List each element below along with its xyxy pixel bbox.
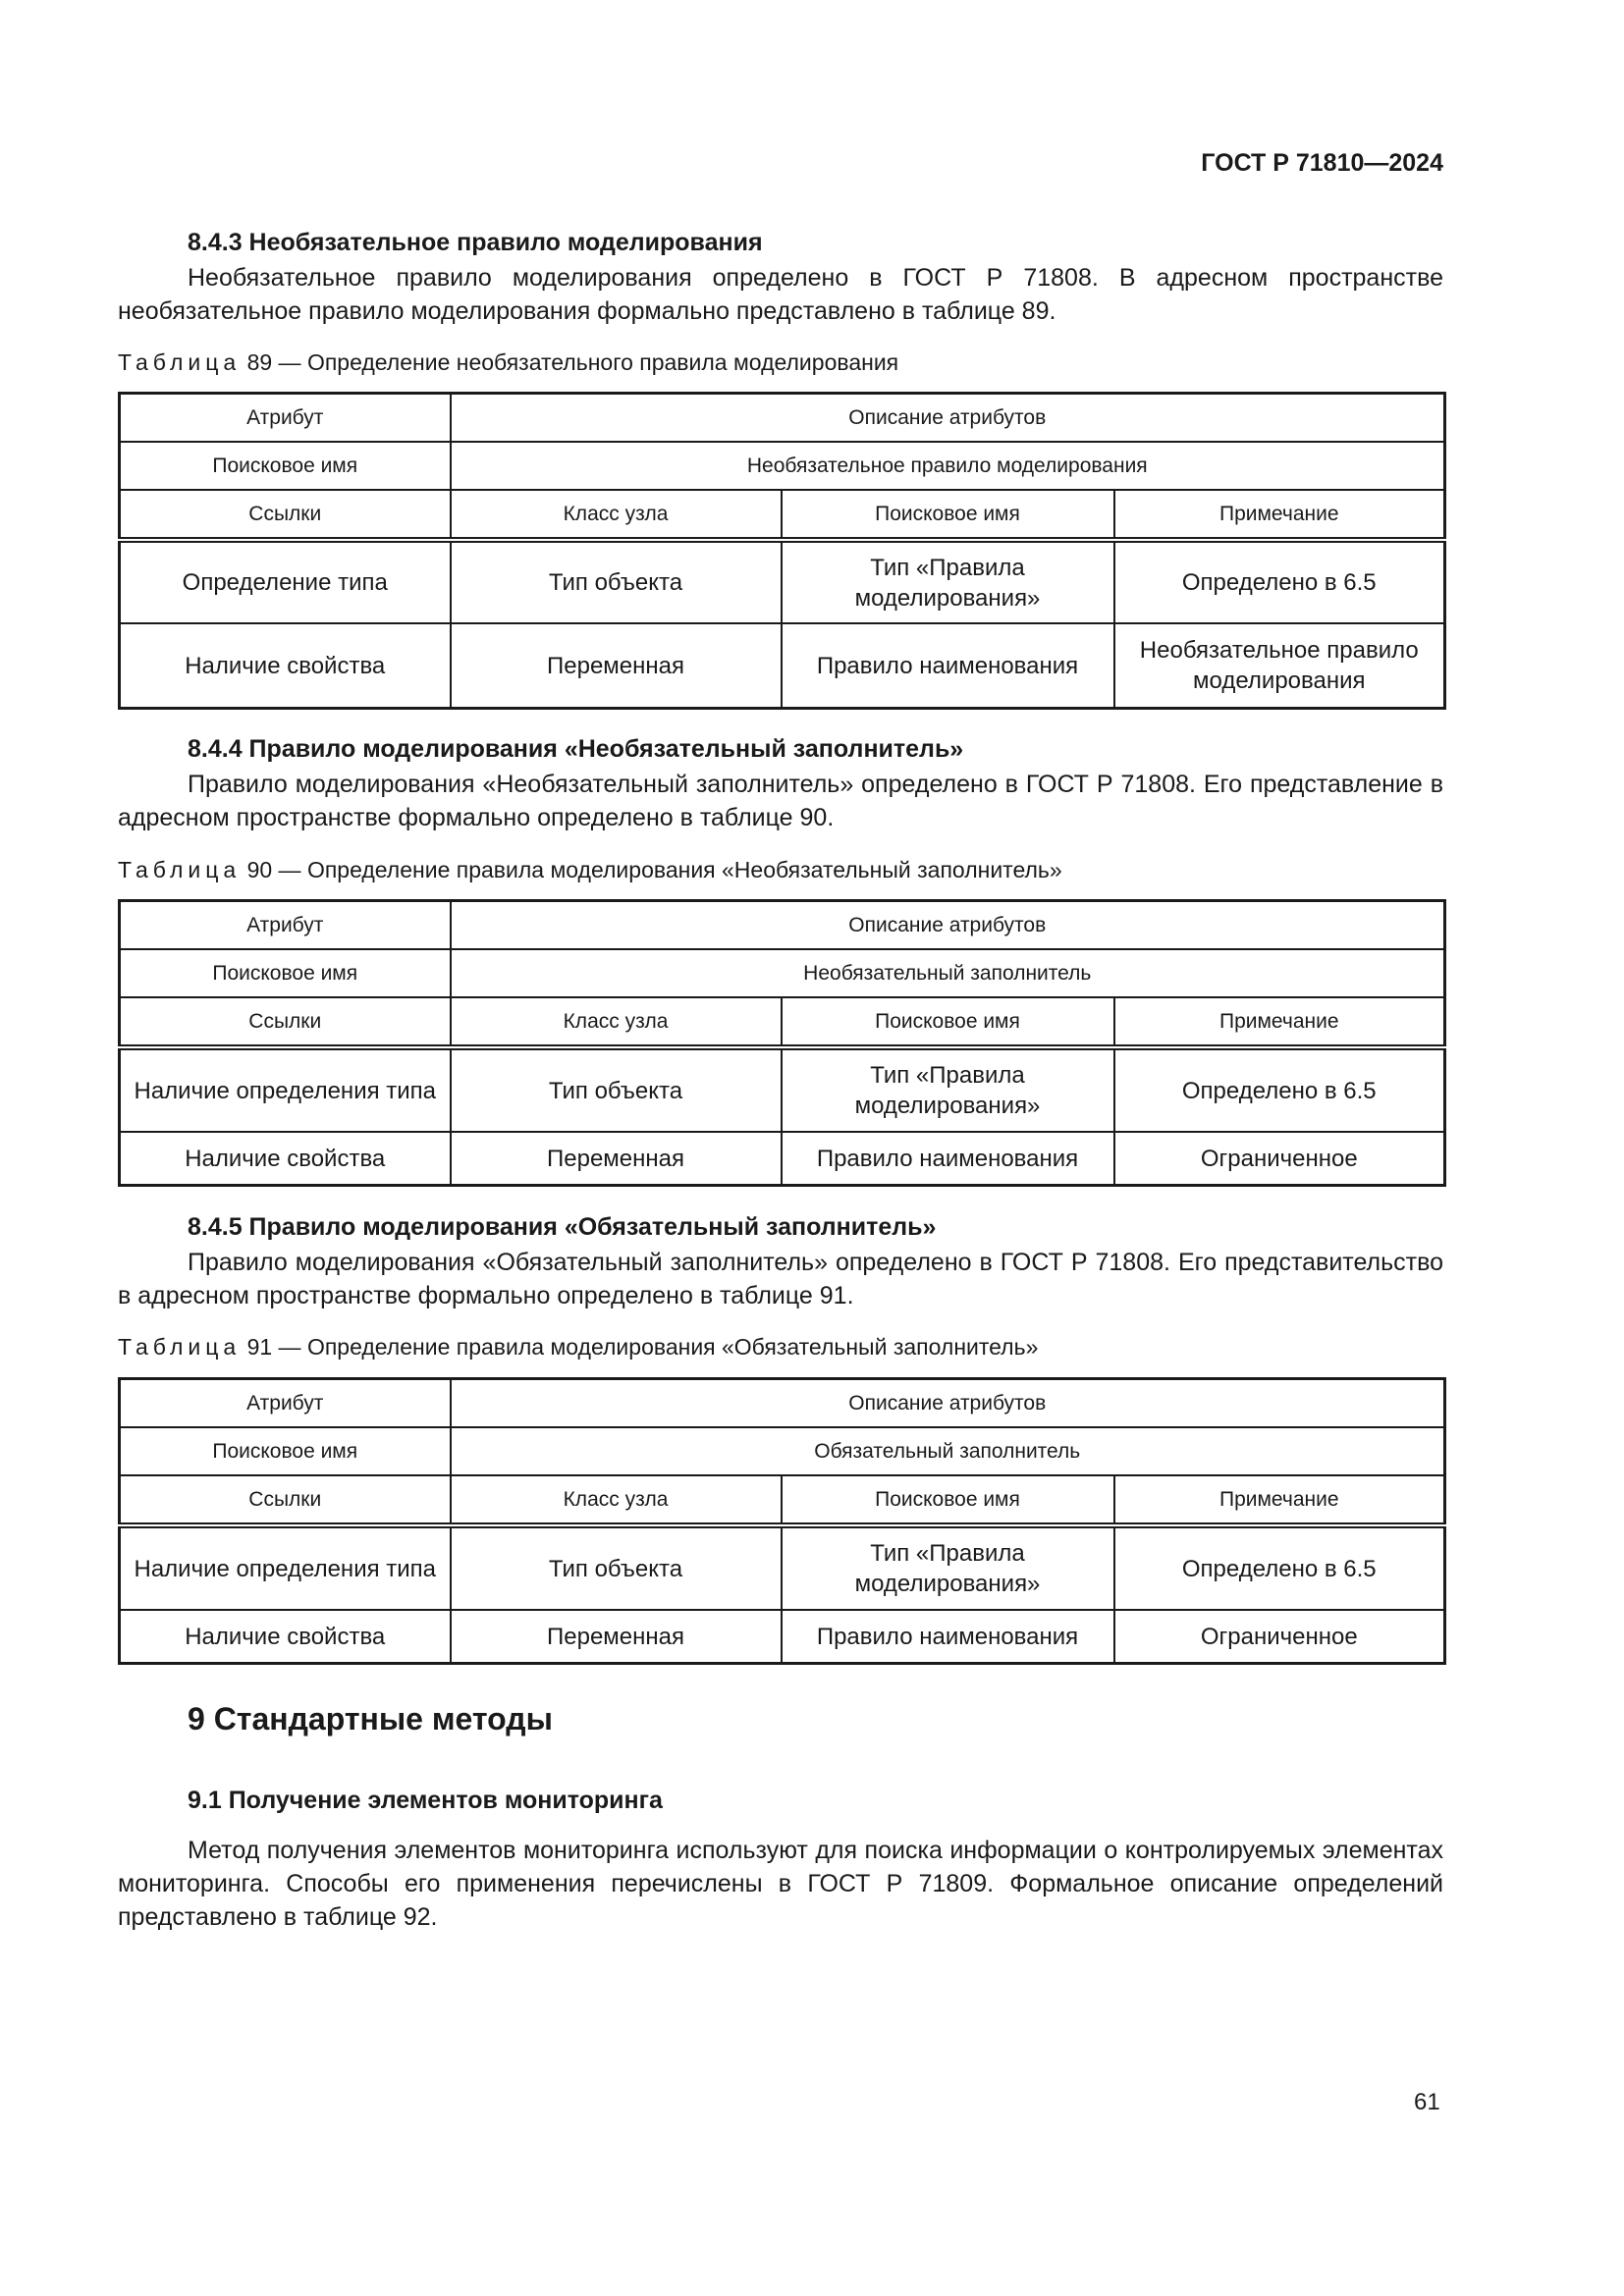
table-cell: Необязательный заполнитель	[449, 948, 1446, 998]
table-cell: Тип «Правила моделирования»	[780, 1046, 1115, 1133]
table-cell: Тип «Правила моделирования»	[780, 539, 1115, 624]
table-cell: Переменная	[449, 1131, 783, 1187]
table-cell: Необязательное правило моделирования	[1112, 622, 1446, 710]
caption-text: 91 — Определение правила моделирования «…	[246, 1334, 1039, 1360]
table-cell: Необязательное правило моделирования	[449, 441, 1446, 491]
table-cell: Тип объекта	[449, 1046, 783, 1133]
table-row: Поисковое имя Необязательное правило моде…	[118, 441, 1446, 491]
table-cell: Наличие свойства	[118, 1609, 452, 1665]
column-header: Поисковое имя	[780, 489, 1115, 543]
column-header: Класс узла	[449, 489, 783, 543]
table-cell: Описание атрибутов	[449, 1377, 1446, 1428]
table-caption: Таблица 89 — Определение необязательного…	[118, 349, 898, 376]
table-row: Атрибут Описание атрибутов	[118, 899, 1446, 950]
table-cell: Определено в 6.5	[1112, 1524, 1446, 1611]
page-number: 61	[1414, 2089, 1440, 2115]
caption-text: 89 — Определение необязательного правила…	[246, 349, 899, 375]
table-cell: Атрибут	[118, 899, 452, 950]
table-row: Наличие свойства Переменная Правило наимен…	[118, 1131, 1446, 1187]
column-header: Примечание	[1112, 996, 1446, 1050]
subsection-heading: 9.1 Получение элементов мониторинга	[188, 1787, 663, 1814]
table-cell: Поисковое имя	[118, 441, 452, 491]
table-cell: Тип «Правила моделирования»	[780, 1524, 1115, 1611]
table-cell: Правило наименования	[780, 1609, 1115, 1665]
table-cell: Ограниченное	[1112, 1609, 1446, 1665]
column-header: Примечание	[1112, 489, 1446, 543]
attributes-table: Атрибут Описание атрибутов Поисковое имя Н…	[118, 899, 1447, 1187]
column-header: Класс узла	[449, 996, 783, 1050]
table-row: Наличие свойства Переменная Правило наимен…	[118, 1609, 1446, 1665]
table-cell: Атрибут	[118, 392, 452, 443]
document-id-header: ГОСТ Р 71810—2024	[1201, 149, 1443, 177]
table-cell: Правило наименования	[780, 622, 1115, 710]
table-header-row: Ссылки Класс узла Поисковое имя Примечание	[118, 489, 1446, 543]
section-paragraph: Правило моделирования «Обязательный запо…	[118, 1249, 1443, 1309]
caption-label: Таблица	[118, 1334, 242, 1360]
table-cell: Определено в 6.5	[1112, 1046, 1446, 1133]
chapter-paragraph: Метод получения элементов мониторинга ис…	[118, 1837, 1443, 1931]
table-row: Поисковое имя Необязательный заполнитель	[118, 948, 1446, 998]
table-cell: Наличие определения типа	[118, 1524, 452, 1611]
table-caption: Таблица 91 — Определение правила моделир…	[118, 1334, 1038, 1361]
column-header: Примечание	[1112, 1474, 1446, 1528]
caption-label: Таблица	[118, 349, 242, 375]
table-cell: Определено в 6.5	[1112, 539, 1446, 624]
table-cell: Наличие свойства	[118, 1131, 452, 1187]
table-cell: Обязательный заполнитель	[449, 1426, 1446, 1476]
section-heading: 8.4.3 Необязательное правило моделирован…	[188, 229, 763, 256]
table-header-row: Ссылки Класс узла Поисковое имя Примечание	[118, 1474, 1446, 1528]
column-header: Поисковое имя	[780, 996, 1115, 1050]
table-cell: Определение типа	[118, 539, 452, 624]
table-row: Наличие определения типа Тип объекта Тип «…	[118, 1524, 1446, 1611]
table-caption: Таблица 90 — Определение правила моделир…	[118, 857, 1062, 883]
column-header: Ссылки	[118, 996, 452, 1050]
attributes-table: Атрибут Описание атрибутов Поисковое имя Н…	[118, 392, 1447, 710]
section-paragraph: Необязательное правило моделирования опр…	[118, 264, 1443, 325]
table-cell: Переменная	[449, 1609, 783, 1665]
table-row: Атрибут Описание атрибутов	[118, 392, 1446, 443]
table-cell: Тип объекта	[449, 539, 783, 624]
table-cell: Переменная	[449, 622, 783, 710]
attributes-table: Атрибут Описание атрибутов Поисковое имя О…	[118, 1377, 1447, 1665]
table-cell: Поисковое имя	[118, 1426, 452, 1476]
chapter-heading: 9 Стандартные методы	[188, 1701, 553, 1736]
table-cell: Наличие определения типа	[118, 1046, 452, 1133]
column-header: Поисковое имя	[780, 1474, 1115, 1528]
caption-label: Таблица	[118, 857, 242, 882]
table-row: Наличие определения типа Тип объекта Тип «…	[118, 1046, 1446, 1133]
table-row: Атрибут Описание атрибутов	[118, 1377, 1446, 1428]
table-cell: Ограниченное	[1112, 1131, 1446, 1187]
section-heading: 8.4.5 Правило моделирования «Обязательны…	[188, 1213, 937, 1241]
table-cell: Тип объекта	[449, 1524, 783, 1611]
table-row: Наличие свойства Переменная Правило наимен…	[118, 622, 1446, 710]
caption-text: 90 — Определение правила моделирования «…	[246, 857, 1062, 882]
table-cell: Поисковое имя	[118, 948, 452, 998]
table-cell: Наличие свойства	[118, 622, 452, 710]
table-row: Определение типа Тип объекта Тип «Правила …	[118, 539, 1446, 624]
section-paragraph: Правило моделирования «Необязательный за…	[118, 771, 1443, 831]
column-header: Ссылки	[118, 489, 452, 543]
table-cell: Описание атрибутов	[449, 899, 1446, 950]
section-heading: 8.4.4 Правило моделирования «Необязатель…	[188, 735, 964, 763]
table-cell: Описание атрибутов	[449, 392, 1446, 443]
column-header: Класс узла	[449, 1474, 783, 1528]
table-cell: Правило наименования	[780, 1131, 1115, 1187]
table-cell: Атрибут	[118, 1377, 452, 1428]
column-header: Ссылки	[118, 1474, 452, 1528]
table-header-row: Ссылки Класс узла Поисковое имя Примечание	[118, 996, 1446, 1050]
table-row: Поисковое имя Обязательный заполнитель	[118, 1426, 1446, 1476]
